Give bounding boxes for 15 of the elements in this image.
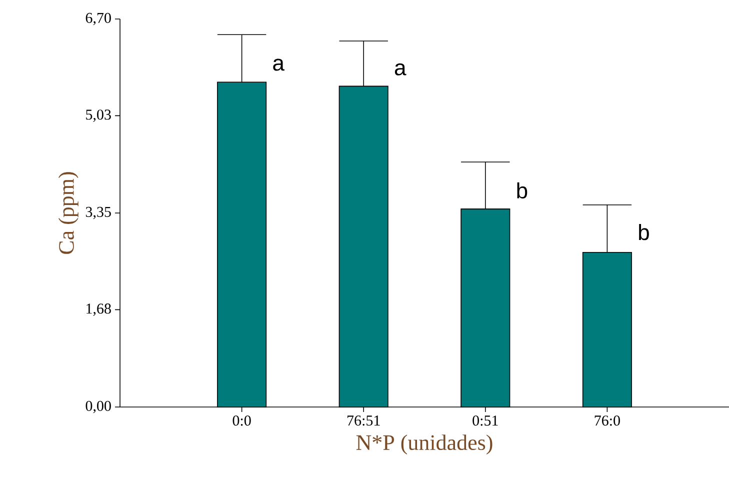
x-tick-label: 76:0 — [594, 416, 620, 426]
y-tick-label: 6,70 — [86, 12, 111, 26]
y-axis-title: Ca (ppm) — [58, 172, 78, 254]
annotation: a — [394, 63, 406, 76]
y-tick-label: 5,03 — [86, 110, 111, 122]
annotation: b — [639, 224, 649, 240]
y-tick-label: 1,68 — [86, 304, 111, 316]
x-tick-label: 76:51 — [348, 416, 380, 426]
x-axis-title: N*P (unidades) — [356, 434, 492, 455]
y-tick-label: 0,00 — [86, 400, 111, 414]
x-tick-label: 0:51 — [472, 416, 498, 426]
annotation: a — [273, 58, 284, 71]
y-tick-label: 3,35 — [86, 206, 111, 220]
annotation: b — [517, 182, 528, 198]
x-tick-label: 0:0 — [232, 416, 251, 426]
